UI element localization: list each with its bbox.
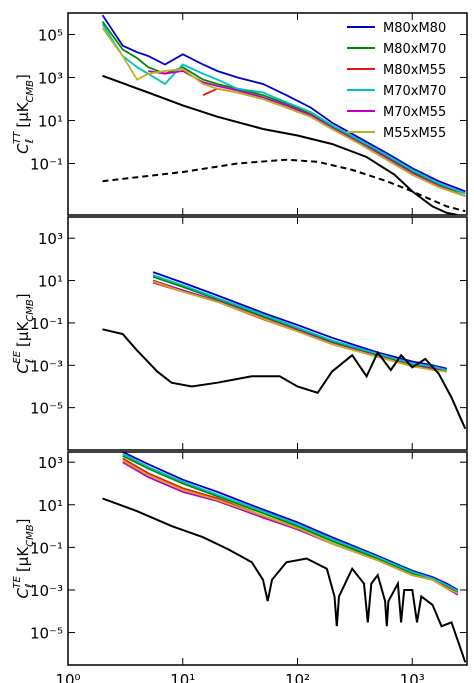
spectrum-line: [152, 275, 447, 371]
label-close: ]: [14, 518, 32, 524]
y-tick-label: 10⁻¹: [30, 315, 63, 333]
label-symbol: C: [14, 143, 32, 154]
legend-label: M55xM55: [383, 126, 446, 141]
y-tick-label: 10⁵: [38, 26, 63, 44]
plot-frame: [67, 12, 468, 216]
label-unit-sub: CMB: [25, 524, 36, 547]
y-axis-label: CℓEE [μKCMB]: [12, 293, 36, 373]
spectrum-line: [122, 452, 459, 592]
y-tick-label: 10¹: [38, 497, 63, 515]
legend-label: M70xM70: [383, 84, 446, 99]
y-tick-label: 10³: [38, 230, 63, 248]
x-tick-label: 10³: [400, 671, 425, 683]
theory-line: [102, 158, 466, 213]
y-tick-label: 10³: [38, 69, 63, 87]
label-unit: [μK: [14, 546, 32, 572]
spectrum-line: [122, 461, 459, 596]
label-symbol: C: [14, 588, 32, 599]
label-unit-sub: CMB: [25, 80, 36, 103]
spectrum-line: [101, 23, 466, 195]
y-tick-label: 10⁻⁵: [30, 625, 63, 643]
label-close: ]: [14, 293, 32, 299]
spectrum-line: [101, 14, 466, 193]
spectrum-line: [152, 271, 448, 370]
label-unit-sub: CMB: [25, 299, 36, 322]
y-tick-label: 10⁻¹: [30, 155, 63, 173]
theory-line: [102, 328, 467, 430]
y-tick-label: 10⁻¹: [30, 539, 63, 557]
label-sup: EE: [12, 350, 23, 363]
y-tick-label: 10⁻⁵: [30, 400, 63, 418]
plot-frame: [67, 216, 468, 451]
y-tick-label: 10³: [38, 454, 63, 472]
plot-frame: [67, 451, 468, 666]
x-tick-label: 10²: [285, 671, 310, 683]
label-unit: [μK: [14, 101, 32, 127]
spectrum-line: [122, 452, 459, 591]
legend-label: M80xM55: [383, 63, 446, 78]
label-sub: ℓ: [23, 583, 36, 589]
legend-label: M80xM70: [383, 42, 446, 57]
theory-line: [102, 74, 459, 215]
y-tick-label: 10⁻³: [30, 357, 63, 375]
label-unit: [μK: [14, 321, 32, 347]
legend-label: M80xM80: [383, 21, 446, 36]
label-sup: TE: [12, 575, 23, 588]
spectrum-line: [101, 27, 466, 198]
label-symbol: C: [14, 363, 32, 374]
label-sub: ℓ: [23, 359, 36, 365]
label-close: ]: [14, 74, 32, 80]
theory-line: [102, 497, 467, 663]
label-sub: ℓ: [23, 139, 36, 145]
label-sup: TT: [12, 131, 23, 144]
y-axis-label: CℓTT [μKCMB]: [12, 74, 36, 154]
x-tick-label: 10⁰: [55, 671, 80, 683]
spectrum-line: [152, 274, 448, 371]
spectrum-line: [152, 280, 447, 373]
legend-label: M70xM55: [383, 105, 446, 120]
y-tick-label: 10¹: [38, 273, 63, 291]
spectrum-line: [122, 459, 459, 595]
y-tick-label: 10¹: [38, 112, 63, 130]
y-tick-label: 10⁻³: [30, 582, 63, 600]
spectrum-line: [101, 21, 466, 195]
y-axis-label: CℓTE [μKCMB]: [12, 518, 36, 598]
x-tick-label: 10¹: [170, 671, 195, 683]
